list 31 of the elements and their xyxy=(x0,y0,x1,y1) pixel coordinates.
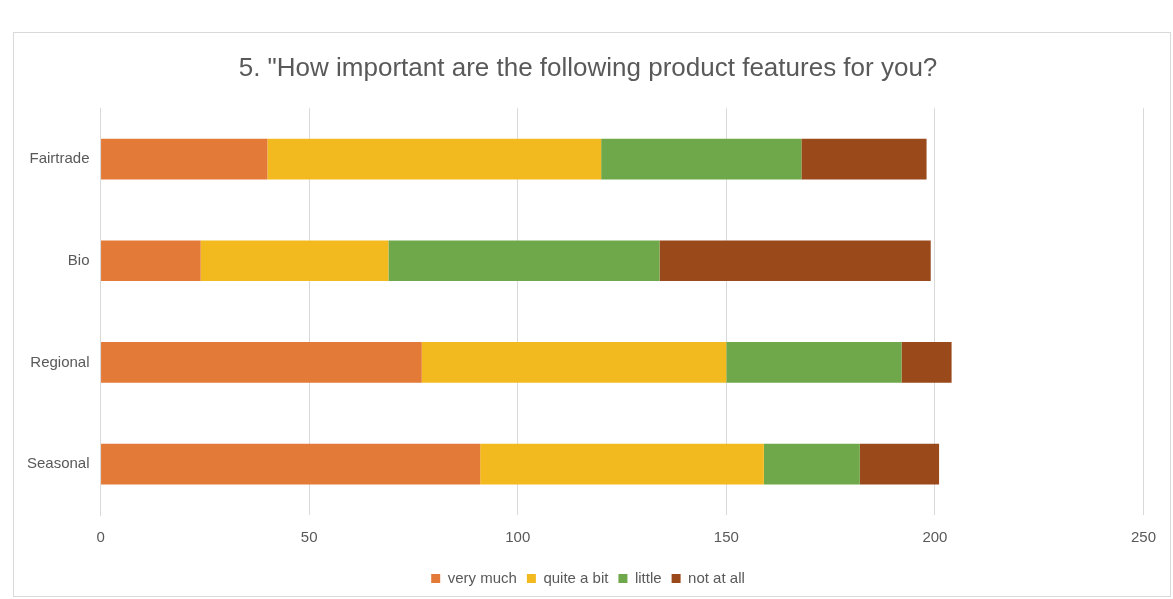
bar xyxy=(421,342,727,383)
legend-label: little xyxy=(634,568,662,586)
x-tick-label: 200 xyxy=(922,528,948,546)
x-tick-label: 0 xyxy=(96,528,105,546)
y-tick-label: Bio xyxy=(67,250,90,268)
bar xyxy=(388,240,660,282)
x-tick-label: 150 xyxy=(713,528,739,546)
bar xyxy=(267,138,602,180)
bar xyxy=(726,342,902,383)
bar xyxy=(901,342,952,383)
bar xyxy=(763,443,860,485)
bar xyxy=(801,138,927,180)
x-tick-label: 250 xyxy=(1130,528,1156,546)
bar xyxy=(601,138,802,180)
legend-label: very much xyxy=(447,568,517,586)
legend-label: quite a bit xyxy=(543,568,610,586)
bar xyxy=(659,240,931,282)
y-tick-label: Fairtrade xyxy=(29,149,90,167)
legend-label: not at all xyxy=(688,568,745,586)
y-tick-label: Seasonal xyxy=(26,454,90,472)
bar xyxy=(859,443,940,485)
bar xyxy=(101,138,268,180)
bar xyxy=(101,240,201,282)
bar xyxy=(101,443,481,485)
y-tick-label: Regional xyxy=(30,352,90,370)
bar xyxy=(101,342,422,383)
bar xyxy=(200,240,389,282)
chart-title: 5. "How important are the following product features for you? xyxy=(238,51,938,82)
x-tick-label: 100 xyxy=(505,528,531,546)
bar xyxy=(480,443,764,485)
x-tick-label: 50 xyxy=(300,528,318,546)
